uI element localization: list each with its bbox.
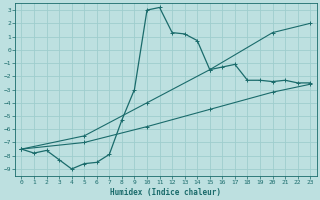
X-axis label: Humidex (Indice chaleur): Humidex (Indice chaleur) bbox=[110, 188, 221, 197]
